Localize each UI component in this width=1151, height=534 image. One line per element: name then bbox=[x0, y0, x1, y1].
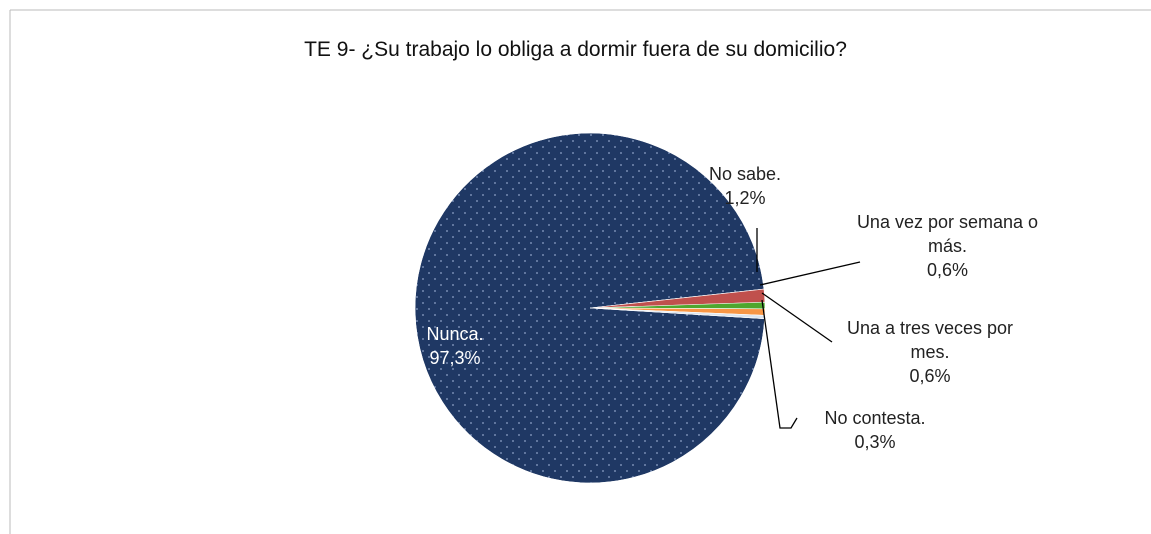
value-label: 0,3% bbox=[854, 432, 896, 452]
pie bbox=[414, 132, 766, 484]
data-label: No sabe. 1,2% bbox=[690, 162, 800, 210]
category-label: Una a tres veces por mes. bbox=[846, 318, 1014, 362]
category-label: Nunca. bbox=[426, 324, 484, 344]
chart-title: TE 9- ¿Su trabajo lo obliga a dormir fue… bbox=[304, 38, 847, 61]
data-label: Una vez por semana o más. 0,6% bbox=[855, 210, 1040, 282]
category-label: Una vez por semana o más. bbox=[856, 212, 1039, 256]
data-label: Una a tres veces por mes. 0,6% bbox=[835, 316, 1025, 388]
category-label: No sabe. bbox=[708, 164, 782, 184]
leader-lines bbox=[756, 228, 861, 429]
data-label: Nunca. 97,3% bbox=[405, 322, 505, 370]
data-label: No contesta. 0,3% bbox=[790, 406, 960, 454]
category-label: No contesta. bbox=[824, 408, 926, 428]
value-label: 0,6% bbox=[926, 260, 969, 280]
slice-texture bbox=[414, 132, 765, 484]
value-label: 1,2% bbox=[724, 188, 766, 208]
value-label: 0,6% bbox=[909, 366, 951, 386]
value-label: 97,3% bbox=[429, 348, 481, 368]
